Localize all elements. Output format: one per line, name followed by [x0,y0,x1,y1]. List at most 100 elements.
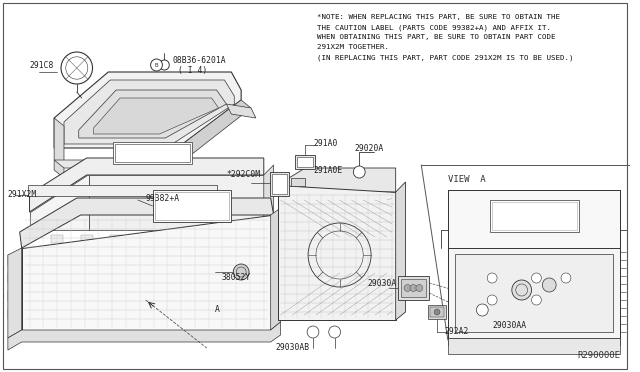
Bar [8,273,18,283]
Polygon shape [29,175,88,230]
Text: 291X2M: 291X2M [8,189,37,199]
Polygon shape [271,208,280,330]
Bar [170,235,181,243]
Bar [110,285,122,293]
Polygon shape [54,118,64,178]
Bar [140,285,152,293]
Bar [397,276,429,300]
Circle shape [416,285,423,292]
Bar [53,322,61,330]
Circle shape [150,59,163,71]
Text: B: B [155,62,158,67]
Text: A: A [214,305,220,314]
Polygon shape [28,185,216,196]
Circle shape [512,280,532,300]
Text: VIEW  A: VIEW A [448,175,486,184]
Polygon shape [29,158,264,212]
Polygon shape [20,198,274,248]
Bar [154,192,229,220]
Circle shape [410,285,417,292]
Circle shape [329,326,340,338]
Bar [81,260,93,268]
Bar [186,322,194,330]
Polygon shape [22,215,271,330]
Polygon shape [64,80,234,144]
Bar [228,285,240,293]
Bar [401,279,426,297]
Polygon shape [278,185,396,320]
Text: 29020A: 29020A [355,144,383,153]
Bar [112,322,120,330]
Bar [295,155,315,169]
Circle shape [532,295,541,305]
Bar [291,178,305,186]
Bar [492,202,577,230]
Bar [113,142,192,164]
Bar [228,235,240,243]
Bar [428,305,446,319]
Bar [287,217,294,223]
Text: (IN REPLACING THIS PART, PART CODE 291X2M IS TO BE USED.): (IN REPLACING THIS PART, PART CODE 291X2… [317,54,573,61]
Circle shape [434,309,440,315]
Polygon shape [88,175,264,230]
Bar [287,237,294,243]
Polygon shape [54,72,241,148]
Bar [115,144,190,162]
Text: THE CAUTION LABEL (PARTS CODE 99382+A) AND AFFIX IT.: THE CAUTION LABEL (PARTS CODE 99382+A) A… [317,24,551,31]
Polygon shape [93,98,218,134]
Bar [140,235,152,243]
Bar [8,291,18,301]
Circle shape [542,278,556,292]
Bar [8,255,18,265]
Polygon shape [455,192,613,242]
Bar [297,157,313,167]
Bar [110,235,122,243]
Bar [8,309,18,319]
Bar [199,260,211,268]
Bar [216,322,223,330]
Bar [152,190,231,222]
Text: ( I 4): ( I 4) [178,65,207,74]
Bar [68,322,76,330]
Circle shape [159,60,170,70]
Circle shape [561,273,571,283]
Text: 291A0: 291A0 [313,138,337,148]
Polygon shape [470,196,598,238]
Text: *292C0M: *292C0M [227,170,260,179]
Bar [448,190,620,345]
Text: 29030AA: 29030AA [492,321,526,330]
Circle shape [532,273,541,283]
Bar [271,174,287,194]
Bar [97,322,106,330]
Bar [201,322,209,330]
Circle shape [353,166,365,178]
Bar [287,257,294,263]
Bar [127,322,135,330]
Circle shape [404,285,411,292]
Bar [287,277,294,283]
Text: 292A2: 292A2 [445,327,469,337]
Bar [199,235,211,243]
Bar [455,254,613,332]
Bar [38,322,46,330]
Bar [430,307,444,317]
Bar [245,322,253,330]
Bar [448,248,620,338]
Circle shape [233,264,249,280]
Text: *NOTE: WHEN REPLACING THIS PART, BE SURE TO OBTAIN THE: *NOTE: WHEN REPLACING THIS PART, BE SURE… [317,14,560,20]
Polygon shape [79,90,227,138]
Polygon shape [177,100,251,158]
Text: 99382+A: 99382+A [146,193,180,202]
Bar [110,260,122,268]
Circle shape [487,295,497,305]
Text: 08B36-6201A: 08B36-6201A [172,55,226,64]
Bar [170,285,181,293]
Bar [199,285,211,293]
Text: 38052Y: 38052Y [221,273,251,282]
Bar [51,285,63,293]
Circle shape [476,304,488,316]
Polygon shape [227,104,256,118]
Bar [51,260,63,268]
Bar [51,235,63,243]
Bar [140,260,152,268]
